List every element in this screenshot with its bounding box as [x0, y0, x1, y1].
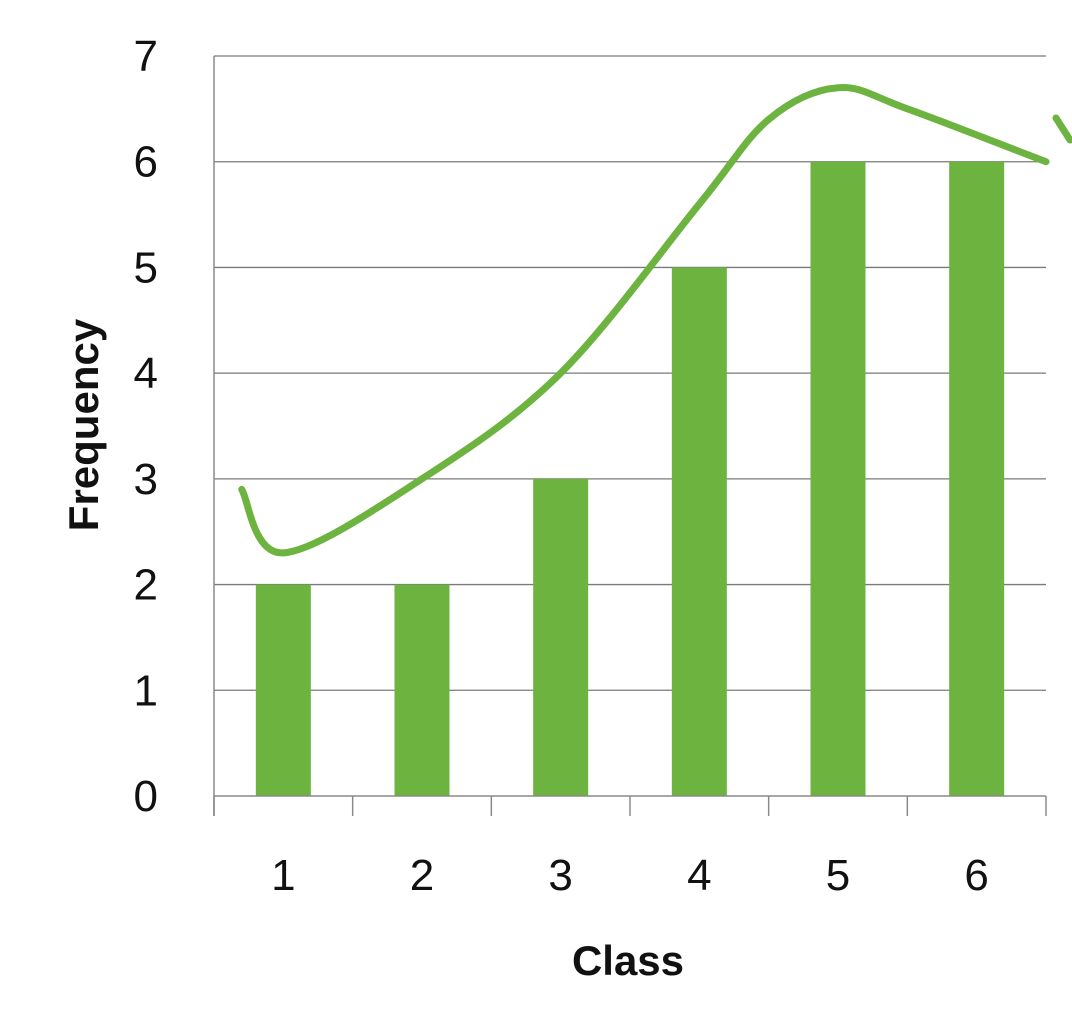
y-tick-label-2: 2	[134, 561, 158, 610]
y-tick-label-3: 3	[134, 455, 158, 504]
y-tick-label-6: 6	[134, 138, 158, 187]
x-tick-label-2: 2	[410, 851, 434, 900]
bar-5	[810, 161, 866, 796]
gridlines	[214, 55, 1046, 691]
annotation-curve	[238, 84, 1072, 557]
x-tick-label-5: 5	[826, 851, 850, 900]
y-tick-label-0: 0	[134, 772, 158, 821]
axes	[213, 56, 1047, 816]
bar-3	[533, 478, 589, 796]
x-tick-label-4: 4	[687, 851, 711, 900]
y-tick-label-7: 7	[134, 32, 158, 81]
x-tick-label-3: 3	[548, 851, 572, 900]
hand-drawn-curve	[238, 84, 1050, 557]
x-tick-label-6: 6	[964, 851, 988, 900]
y-tick-label-1: 1	[134, 666, 158, 715]
bar-1	[255, 584, 311, 796]
tick-labels: 0 1 2 3 4 5 6 7 1 2 3 4 5 6	[134, 32, 989, 900]
y-tick-label-4: 4	[134, 349, 158, 398]
y-axis-title: Frequency	[60, 318, 107, 531]
bars	[255, 161, 1005, 796]
y-tick-label-5: 5	[134, 243, 158, 292]
bar-6	[949, 161, 1005, 796]
x-axis-title: Class	[572, 937, 684, 984]
bar-2	[394, 584, 450, 796]
hand-drawn-curve-tail	[1052, 114, 1072, 144]
bar-4	[671, 267, 727, 796]
x-tick-label-1: 1	[271, 851, 295, 900]
